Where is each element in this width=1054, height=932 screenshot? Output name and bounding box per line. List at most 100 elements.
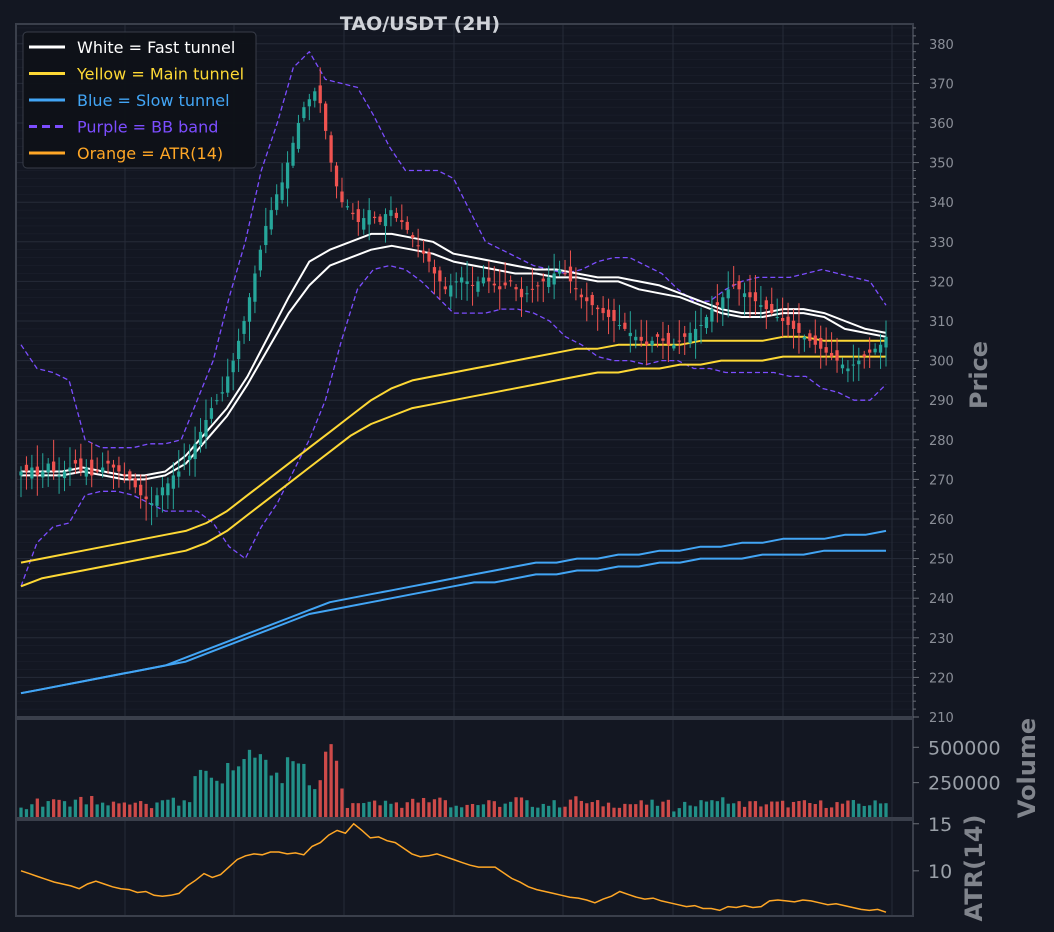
candle-body (247, 297, 252, 322)
volume-bar (737, 801, 741, 818)
candle-body (732, 284, 736, 286)
volume-bar (177, 805, 181, 818)
candle-body (606, 309, 611, 318)
candle-body (753, 292, 758, 302)
candle-body (748, 292, 752, 298)
candle-body (84, 467, 88, 477)
candle-body (873, 348, 877, 353)
candle-body (460, 277, 464, 283)
candle-body (220, 392, 224, 394)
candle-body (242, 321, 246, 334)
candle-body (547, 277, 551, 288)
candle-body (236, 340, 241, 360)
price-tick-label: 280 (929, 434, 954, 449)
volume-bar (449, 807, 453, 818)
volume-bar (677, 808, 681, 818)
volume-bar (285, 757, 290, 818)
volume-bar (84, 804, 88, 818)
candle-body (182, 463, 186, 465)
candle-body (166, 483, 170, 496)
candle-body (416, 245, 420, 247)
volume-bar (367, 801, 371, 818)
candle-body (285, 162, 290, 189)
volume-bar (585, 803, 589, 818)
candle-body (617, 324, 622, 326)
candle-body (552, 273, 556, 285)
price-tick-label: 210 (929, 711, 954, 726)
candle-body (111, 464, 116, 468)
atr-tick-label: 10 (928, 861, 952, 883)
volume-bar (568, 799, 573, 818)
candle-body (378, 216, 382, 222)
volume-bar (541, 803, 545, 818)
volume-tick-label: 250000 (928, 773, 1001, 795)
candle-body (704, 317, 709, 329)
volume-bar (623, 803, 627, 818)
volume-bar (742, 806, 747, 818)
volume-bar (650, 799, 654, 818)
volume-bar (52, 799, 56, 818)
main-tunnel-lower-line (20, 355, 886, 588)
volume-bar (166, 799, 170, 818)
candle-body (519, 288, 524, 298)
candle-body (383, 214, 388, 227)
price-tick-label: 340 (929, 196, 954, 211)
legend-box (22, 31, 257, 169)
volume-bar (139, 801, 143, 818)
candle-body (215, 400, 219, 402)
candle-body (775, 317, 779, 319)
volume-bar (813, 804, 817, 818)
candle-body (884, 336, 888, 348)
volume-bar (378, 805, 382, 818)
bb-band (20, 51, 887, 587)
volume-bar (24, 809, 29, 818)
volume-bar (606, 802, 611, 818)
volume-bar (280, 783, 284, 818)
candle-body (623, 322, 627, 329)
volume-bar (454, 805, 458, 818)
panel-frame (15, 718, 914, 819)
volume-bar (19, 807, 23, 818)
candle-body (868, 349, 872, 353)
price-tick-label: 220 (929, 671, 954, 686)
candle-body (443, 286, 447, 290)
price-tick-label: 240 (929, 592, 954, 607)
volume-bar (215, 780, 219, 818)
candle-body (421, 250, 426, 254)
volume-bar (862, 805, 866, 818)
volume-bar (269, 775, 273, 818)
candle-body (786, 316, 790, 325)
main-tunnel-upper-line (20, 335, 886, 564)
candle-body (24, 464, 29, 472)
volume-bar (824, 807, 828, 818)
candle-body (813, 335, 817, 345)
volume-bar (617, 807, 622, 818)
candle-body (514, 287, 518, 290)
volume-bar (655, 805, 660, 818)
candle-body (655, 334, 660, 337)
candle-body (688, 332, 692, 344)
volume-bar (100, 802, 105, 818)
volume-bar (155, 802, 159, 818)
bb-lower-line (20, 264, 887, 587)
volume-bar (443, 800, 447, 818)
volume-bar (394, 802, 399, 818)
candle-body (465, 281, 469, 284)
legend-label: Purple = BB band (77, 118, 218, 137)
candle-body (470, 284, 475, 286)
volume-bar (318, 780, 322, 818)
candle-body (666, 332, 671, 345)
candle-body (46, 463, 50, 473)
volume-bar (264, 759, 268, 818)
candle-body (226, 376, 230, 393)
volume-bar (117, 803, 121, 818)
candle-body (878, 344, 883, 353)
price-tick-label: 360 (929, 117, 954, 132)
volume-bar (666, 799, 671, 818)
candle-body (791, 320, 796, 329)
candle-body (280, 182, 284, 200)
volume-bar (220, 783, 224, 818)
volume-bar (313, 789, 317, 818)
volume-bar (829, 807, 834, 818)
candle-body (829, 352, 834, 357)
